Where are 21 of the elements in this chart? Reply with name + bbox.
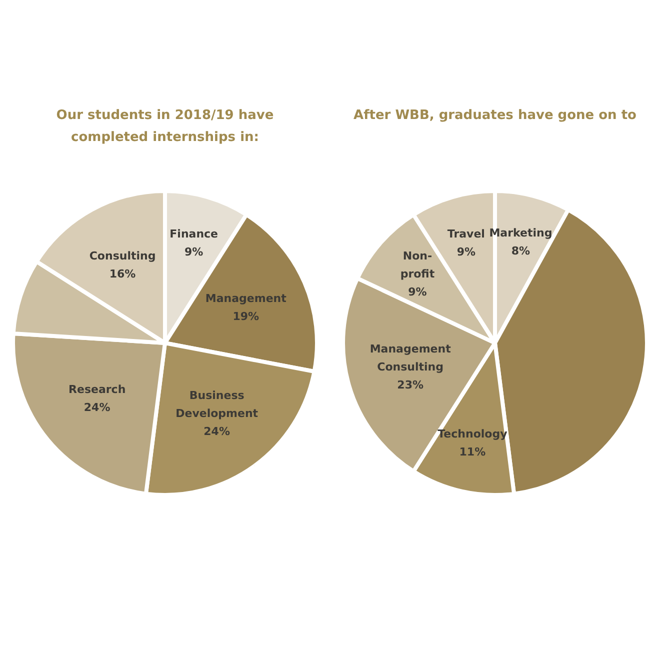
slice-label: Consulting: [89, 250, 156, 263]
slice-label: Management Consulting: [370, 342, 451, 374]
data-label: 9%: [184, 246, 204, 259]
chart-title: After WBB, graduates have gone on to: [352, 107, 638, 125]
data-label: 24%: [84, 401, 110, 414]
data-label: 9%: [408, 286, 427, 299]
slice-label: Research: [68, 383, 126, 396]
data-label: 8%: [511, 244, 530, 258]
slice-label: Finance: [170, 228, 218, 241]
slice-label: Travel: [447, 228, 485, 241]
data-label: 9%: [456, 246, 476, 259]
data-label: 23%: [397, 378, 424, 392]
data-label: 19%: [232, 310, 260, 323]
chart-title: Our students in 2018/19 have completed internships in:: [55, 107, 275, 147]
slice-label: Marketing: [489, 226, 552, 240]
data-label: 11%: [459, 446, 486, 459]
slice-label: Business Development: [176, 389, 258, 420]
slice-label: Management: [205, 292, 286, 305]
data-label: 24%: [204, 425, 230, 438]
data-label: 16%: [109, 268, 136, 281]
slice-label: Non-profit: [400, 250, 435, 281]
